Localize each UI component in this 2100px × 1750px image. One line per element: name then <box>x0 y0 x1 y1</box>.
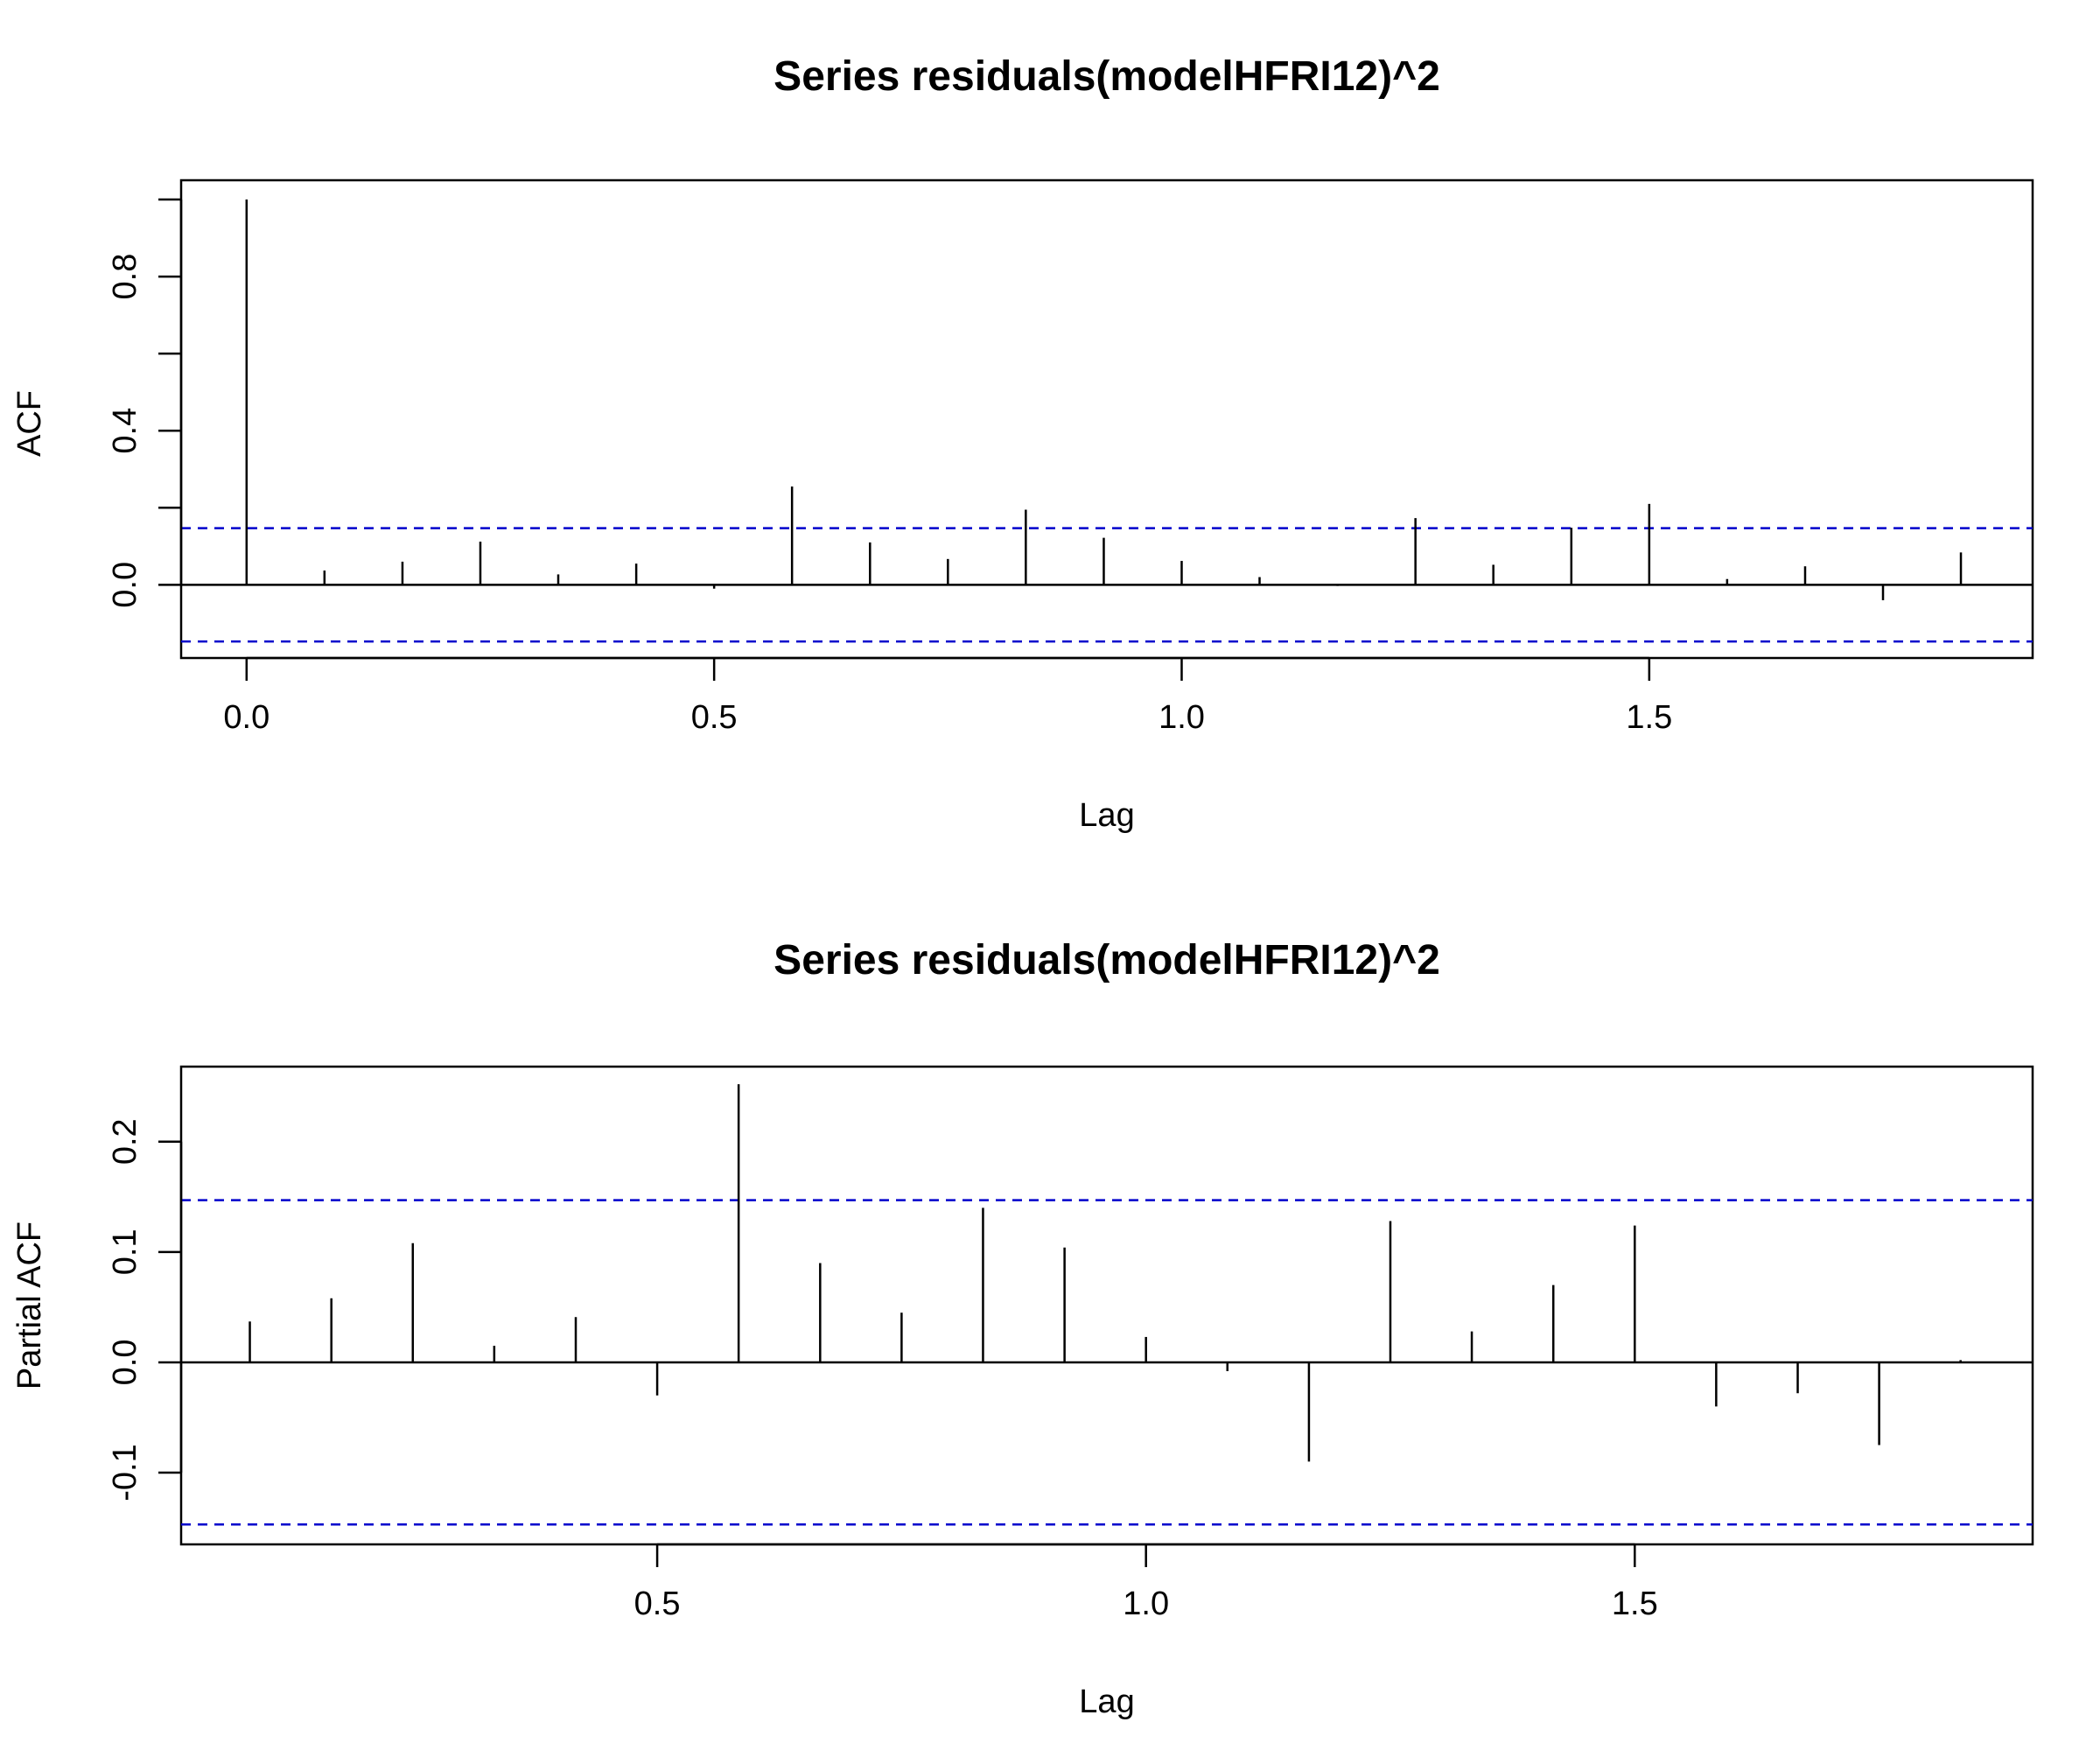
pacf-y-tick-label: 0.1 <box>107 1228 144 1275</box>
pacf-panel: Series residuals(modelHFRI12)^2 0.5 1.0 1.… <box>11 937 2034 1720</box>
acf-y-tick-label: 0.8 <box>107 254 144 300</box>
acf-x-tick-label: 0.5 <box>691 699 738 736</box>
acf-x-tick-label: 0.0 <box>223 699 270 736</box>
acf-title: Series residuals(modelHFRI12)^2 <box>774 53 1440 100</box>
acf-panel: Series residuals(modelHFRI12)^2 0.0 0.5 1.… <box>11 53 2034 834</box>
acf-x-axis-label: Lag <box>1079 797 1134 834</box>
pacf-confidence-band <box>181 1199 2033 1526</box>
acf-x-tick-label: 1.5 <box>1626 699 1672 736</box>
pacf-y-axis-label: Partial ACF <box>11 1222 48 1390</box>
acf-plot-frame <box>179 178 2034 660</box>
acf-y-axis-label: ACF <box>11 390 48 457</box>
acf-x-tick-label: 1.0 <box>1158 699 1205 736</box>
pacf-x-tick-label: 1.0 <box>1123 1586 1169 1622</box>
pacf-x-axis: 0.5 1.0 1.5 <box>634 1543 1658 1622</box>
acf-y-axis: 0.0 0.4 0.8 <box>107 198 183 608</box>
acf-y-tick-label: 0.4 <box>107 408 144 454</box>
pacf-x-tick-label: 0.5 <box>634 1586 681 1622</box>
pacf-x-tick-label: 1.5 <box>1612 1586 1658 1622</box>
pacf-title: Series residuals(modelHFRI12)^2 <box>774 937 1440 984</box>
acf-bars <box>245 200 1963 600</box>
pacf-y-tick-label: -0.1 <box>107 1444 144 1501</box>
pacf-plot-frame <box>179 1065 2034 1546</box>
pacf-bars <box>248 1084 1962 1462</box>
pacf-x-axis-label: Lag <box>1079 1684 1134 1720</box>
acf-x-axis: 0.0 0.5 1.0 1.5 <box>223 656 1672 736</box>
pacf-y-axis: -0.1 0.0 0.1 0.2 <box>107 1118 183 1502</box>
acf-y-tick-label: 0.0 <box>107 562 144 608</box>
pacf-y-tick-label: 0.0 <box>107 1340 144 1386</box>
pacf-y-tick-label: 0.2 <box>107 1118 144 1165</box>
acf-confidence-band <box>181 527 2033 643</box>
